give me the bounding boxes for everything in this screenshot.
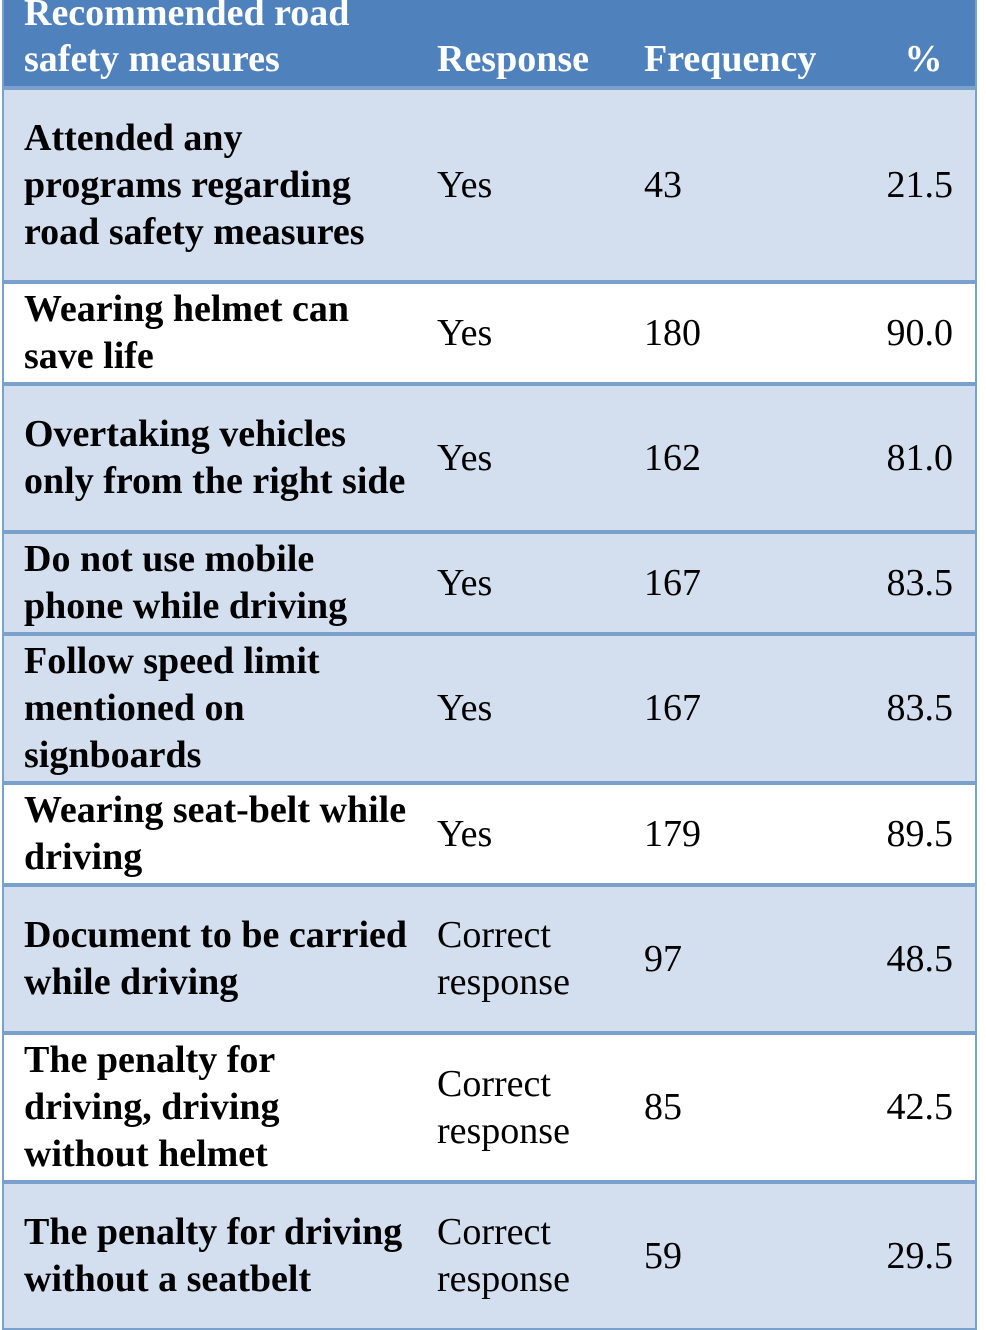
table-row: Wearing helmet can save life Yes 180 90.… — [4, 282, 975, 386]
response-cell: Yes — [417, 88, 624, 284]
measure-cell: Follow speed limit mentioned on signboar… — [4, 634, 417, 785]
percent-cell: 90.0 — [860, 282, 975, 386]
table-row: The penalty for driving without a seatbe… — [4, 1182, 975, 1328]
header-row: Recommended road safety measures Respons… — [4, 0, 975, 90]
frequency-cell: 167 — [624, 634, 860, 785]
response-cell: Yes — [417, 282, 624, 386]
measure-cell: Do not use mobile phone while driving — [4, 532, 417, 636]
measure-cell: Document to be carried while driving — [4, 885, 417, 1035]
table-row: Overtaking vehicles only from the right … — [4, 384, 975, 534]
road-safety-table: Recommended road safety measures Respons… — [4, 0, 975, 1328]
response-cell: Yes — [417, 532, 624, 636]
measure-cell: The penalty for driving without a seatbe… — [4, 1182, 417, 1328]
percent-cell: 81.0 — [860, 384, 975, 534]
table-row: Do not use mobile phone while driving Ye… — [4, 532, 975, 636]
percent-cell: 42.5 — [860, 1033, 975, 1184]
response-cell: Yes — [417, 783, 624, 887]
table-body: Attended any programs regarding road saf… — [4, 88, 975, 1328]
table-row: Follow speed limit mentioned on signboar… — [4, 634, 975, 785]
frequency-cell: 179 — [624, 783, 860, 887]
table-row: The penalty for driving, driving without… — [4, 1033, 975, 1184]
response-cell: Correct response — [417, 1182, 624, 1328]
table-row: Wearing seat-belt while driving Yes 179 … — [4, 783, 975, 887]
percent-cell: 83.5 — [860, 634, 975, 785]
percent-cell: 83.5 — [860, 532, 975, 636]
header-measure: Recommended road safety measures — [4, 0, 417, 90]
measure-cell: The penalty for driving, driving without… — [4, 1033, 417, 1184]
frequency-cell: 85 — [624, 1033, 860, 1184]
percent-cell: 21.5 — [860, 88, 975, 284]
response-cell: Correct response — [417, 885, 624, 1035]
measure-cell: Wearing helmet can save life — [4, 282, 417, 386]
table-row: Document to be carried while driving Cor… — [4, 885, 975, 1035]
header-frequency: Frequency — [624, 0, 860, 90]
measure-cell: Overtaking vehicles only from the right … — [4, 384, 417, 534]
measure-cell: Attended any programs regarding road saf… — [4, 88, 417, 284]
frequency-cell: 167 — [624, 532, 860, 636]
frequency-cell: 180 — [624, 282, 860, 386]
header-percent: % — [860, 0, 975, 90]
response-cell: Yes — [417, 384, 624, 534]
response-cell: Correct response — [417, 1033, 624, 1184]
frequency-cell: 162 — [624, 384, 860, 534]
percent-cell: 29.5 — [860, 1182, 975, 1328]
measure-cell: Wearing seat-belt while driving — [4, 783, 417, 887]
frequency-cell: 59 — [624, 1182, 860, 1328]
percent-cell: 48.5 — [860, 885, 975, 1035]
header-response: Response — [417, 0, 624, 90]
frequency-cell: 97 — [624, 885, 860, 1035]
table-row: Attended any programs regarding road saf… — [4, 88, 975, 284]
table-header: Recommended road safety measures Respons… — [4, 0, 975, 90]
percent-cell: 89.5 — [860, 783, 975, 887]
frequency-cell: 43 — [624, 88, 860, 284]
response-cell: Yes — [417, 634, 624, 785]
